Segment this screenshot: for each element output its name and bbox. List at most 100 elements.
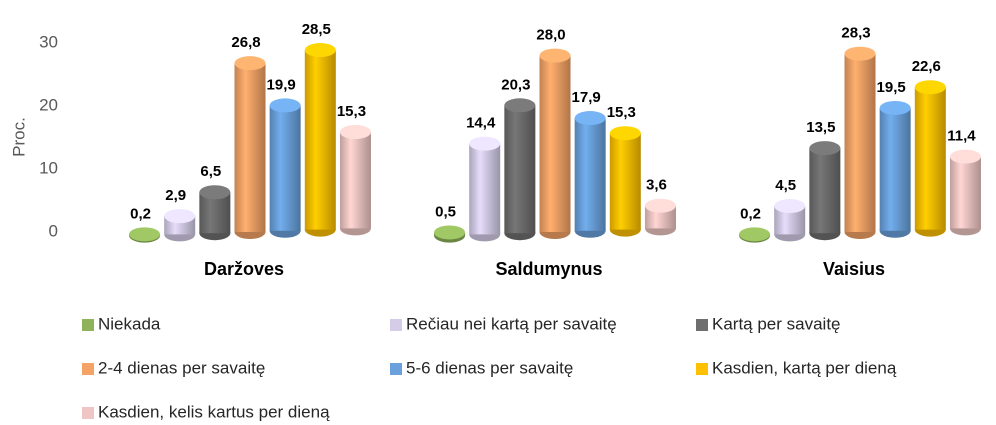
value-label: 3,6 xyxy=(646,177,667,194)
bar xyxy=(739,227,771,243)
bar-top xyxy=(879,100,911,115)
value-label: 4,5 xyxy=(775,177,796,194)
bar-body xyxy=(914,87,946,230)
y-tick-label: 20 xyxy=(39,95,58,114)
category-label: Vaisius xyxy=(823,259,885,279)
value-label: 2,9 xyxy=(165,187,186,204)
value-label: 0,2 xyxy=(740,205,761,222)
bar-body xyxy=(879,107,911,231)
value-label: 15,3 xyxy=(337,103,366,120)
bar-body xyxy=(949,156,981,229)
bar xyxy=(844,46,876,239)
bar-top xyxy=(539,48,571,63)
bar-top xyxy=(469,136,501,151)
bar-top xyxy=(774,199,806,214)
value-label: 6,5 xyxy=(200,163,221,180)
bar-top xyxy=(339,125,371,140)
bar xyxy=(914,80,946,237)
legend-label: Kartą per savaitę xyxy=(712,314,841,333)
y-tick-label: 10 xyxy=(39,158,58,177)
bar xyxy=(129,227,161,243)
value-label: 28,5 xyxy=(302,21,331,38)
bar xyxy=(949,149,981,236)
bar-top xyxy=(234,56,266,71)
bar-body xyxy=(539,55,571,232)
bar xyxy=(644,198,676,236)
bar-body xyxy=(844,53,876,233)
value-label: 14,4 xyxy=(466,115,496,132)
bar-body xyxy=(574,118,606,231)
bar-top xyxy=(129,227,161,242)
bar-top xyxy=(304,43,336,58)
bar xyxy=(504,98,536,241)
bar-top xyxy=(949,149,981,164)
value-label: 0,2 xyxy=(130,205,151,222)
y-axis-label: Proc. xyxy=(9,117,28,157)
category-label: Daržoves xyxy=(204,259,284,279)
bar-body xyxy=(339,132,371,229)
bar xyxy=(774,199,806,242)
bar-top xyxy=(609,126,641,141)
legend-swatch xyxy=(696,319,708,331)
y-tick-label: 0 xyxy=(49,221,58,240)
bar-top xyxy=(574,111,606,126)
bar xyxy=(574,111,606,238)
bar xyxy=(234,56,266,239)
legend-swatch xyxy=(696,363,708,375)
value-label: 20,3 xyxy=(501,76,530,93)
legend-label: 2-4 dienas per savaitę xyxy=(98,358,265,377)
bar xyxy=(809,141,841,241)
legend-label: Kasdien, kartą per dieną xyxy=(712,358,897,377)
legend-swatch xyxy=(82,407,94,419)
value-label: 19,5 xyxy=(877,79,906,96)
value-label: 17,9 xyxy=(572,89,601,106)
bar-top xyxy=(504,98,536,113)
bar xyxy=(434,225,466,243)
value-label: 22,6 xyxy=(912,58,941,75)
bar-top xyxy=(269,98,301,113)
y-tick-label: 30 xyxy=(39,32,58,51)
bar-top xyxy=(739,227,771,242)
bar xyxy=(469,136,501,242)
value-label: 26,8 xyxy=(231,34,260,51)
bar-body xyxy=(304,50,336,230)
value-label: 15,3 xyxy=(607,104,636,121)
bar xyxy=(164,209,196,242)
bar-top xyxy=(434,225,466,240)
bar-body xyxy=(234,63,266,232)
legend-swatch xyxy=(82,319,94,331)
bar-top xyxy=(644,198,676,213)
legend-label: Niekada xyxy=(98,314,161,333)
bar-body xyxy=(469,143,501,235)
value-label: 28,0 xyxy=(536,27,565,44)
bar-top xyxy=(164,209,196,224)
bar xyxy=(304,43,336,237)
legend-swatch xyxy=(82,363,94,375)
category-label: Saldumynus xyxy=(495,259,602,279)
value-label: 19,9 xyxy=(267,76,296,93)
bar-top xyxy=(809,141,841,156)
legend-swatch xyxy=(390,319,402,331)
value-label: 11,4 xyxy=(947,128,976,145)
value-label: 13,5 xyxy=(806,119,835,136)
bar xyxy=(879,100,911,238)
bar-body xyxy=(809,148,841,234)
bar-body xyxy=(609,133,641,230)
legend-label: 5-6 dienas per savaitę xyxy=(406,358,573,377)
bar xyxy=(269,98,301,238)
legend-label: Kasdien, kelis kartus per dieną xyxy=(98,402,330,421)
value-label: 28,3 xyxy=(841,25,870,42)
bar xyxy=(539,48,571,239)
bar xyxy=(199,185,231,241)
legend-swatch xyxy=(390,363,402,375)
bar xyxy=(339,125,371,236)
bar-body xyxy=(504,105,536,234)
bar-top xyxy=(914,80,946,95)
bar xyxy=(609,126,641,237)
legend-label: Rečiau nei kartą per savaitę xyxy=(406,314,617,333)
bar-top xyxy=(199,185,231,200)
value-label: 0,5 xyxy=(435,203,456,220)
bar-body xyxy=(269,105,301,231)
bar-top xyxy=(844,46,876,61)
